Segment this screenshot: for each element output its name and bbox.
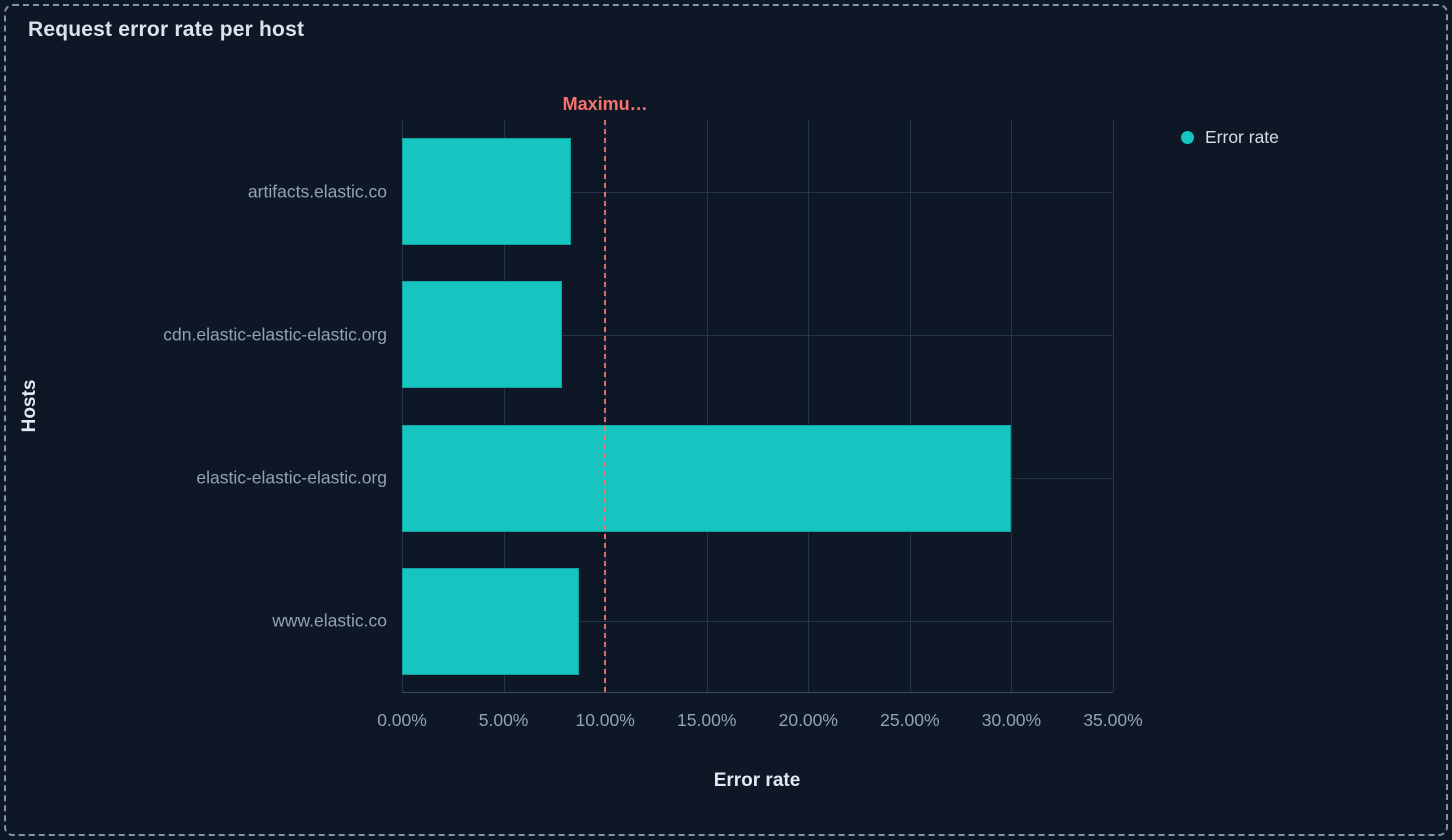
horizontal-gridline (402, 334, 1113, 336)
x-tick-label: 15.00% (677, 710, 737, 730)
horizontal-gridline (402, 621, 1113, 623)
legend-item-error-rate[interactable]: Error rate (1181, 127, 1279, 148)
vertical-gridline (1011, 120, 1013, 692)
max-threshold-line (604, 120, 607, 692)
annotation-label: Maximu… (562, 94, 648, 114)
vertical-gridline (503, 120, 505, 692)
vertical-gridline (1113, 120, 1114, 692)
vertical-gridline (706, 120, 708, 692)
x-tick-label: 5.00% (478, 710, 529, 730)
y-category-label: www.elastic.co (272, 610, 387, 631)
bar-artifacts.elastic.co[interactable] (402, 138, 571, 246)
y-category-label: elastic-elastic-elastic.org (196, 467, 387, 488)
x-tick-label: 35.00% (1083, 710, 1143, 730)
x-tick-label: 30.00% (981, 710, 1042, 730)
chart-title: Request error rate per host (28, 18, 305, 41)
y-axis-labels: artifacts.elastic.co cdn.elastic-elastic-… (0, 120, 387, 693)
x-tick-label: 20.00% (778, 710, 838, 730)
horizontal-gridline (402, 191, 1113, 193)
vertical-gridline (909, 120, 911, 692)
bar-cdn.elastic-elastic-elastic.org[interactable] (402, 281, 563, 389)
vertical-gridline (808, 120, 810, 692)
bar-www.elastic.co[interactable] (402, 567, 579, 675)
plot-area (402, 120, 1114, 693)
y-category-label: artifacts.elastic.co (247, 181, 387, 202)
legend-dot-icon (1181, 131, 1194, 144)
x-tick-label: 0.00% (377, 710, 427, 730)
x-axis-ticks: 0.00% 5.00% 10.00% 15.00% 20.00% 25.00% 30.00%… (377, 710, 1142, 734)
x-axis-title: Error rate (713, 770, 801, 791)
vertical-gridline (402, 120, 403, 692)
legend-label: Error rate (1205, 127, 1279, 147)
bar-elastic-elastic-elastic.org[interactable] (402, 424, 1012, 532)
x-tick-label: 10.00% (575, 710, 635, 730)
x-tick-label: 25.00% (880, 710, 940, 730)
y-category-label: cdn.elastic-elastic-elastic.org (163, 324, 387, 345)
